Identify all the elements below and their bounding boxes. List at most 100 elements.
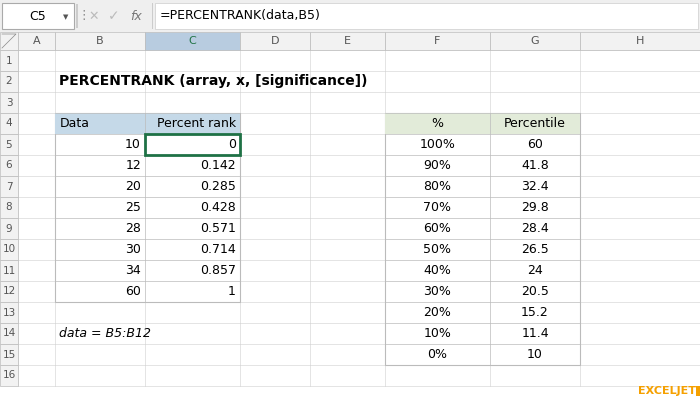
Text: 30%: 30% bbox=[424, 285, 452, 298]
Text: 7: 7 bbox=[6, 182, 13, 192]
Text: 6: 6 bbox=[6, 160, 13, 170]
Text: 0: 0 bbox=[228, 138, 236, 151]
Text: data = B5:B12: data = B5:B12 bbox=[59, 327, 151, 340]
Text: 28.4: 28.4 bbox=[521, 222, 549, 235]
Bar bbox=[0, 323, 18, 344]
Text: ⋮: ⋮ bbox=[78, 10, 90, 22]
Text: 10: 10 bbox=[2, 244, 15, 254]
Text: G: G bbox=[531, 36, 539, 46]
Text: H: H bbox=[636, 36, 644, 46]
Text: 0.714: 0.714 bbox=[200, 243, 236, 256]
Text: 0: 0 bbox=[228, 138, 236, 151]
Text: 8: 8 bbox=[6, 202, 13, 212]
Text: =PERCENTRANK(data,B5): =PERCENTRANK(data,B5) bbox=[160, 10, 321, 22]
Bar bbox=[0, 302, 18, 323]
Text: 20%: 20% bbox=[424, 306, 452, 319]
Text: 50%: 50% bbox=[424, 243, 452, 256]
Text: 40%: 40% bbox=[424, 264, 452, 277]
Bar bbox=[55, 32, 145, 50]
Bar bbox=[385, 113, 580, 365]
Text: E: E bbox=[344, 36, 351, 46]
Text: C: C bbox=[188, 36, 197, 46]
Text: F: F bbox=[434, 36, 441, 46]
Text: B: B bbox=[96, 36, 104, 46]
Bar bbox=[55, 113, 240, 302]
Text: 70%: 70% bbox=[424, 201, 452, 214]
Text: 26.5: 26.5 bbox=[521, 243, 549, 256]
Bar bbox=[0, 344, 18, 365]
Bar bbox=[145, 32, 240, 50]
Text: 20.5: 20.5 bbox=[521, 285, 549, 298]
Bar bbox=[0, 50, 18, 71]
Bar bbox=[0, 134, 18, 155]
Text: EXCELJET: EXCELJET bbox=[638, 386, 696, 396]
Text: PERCENTRANK (array, x, [significance]): PERCENTRANK (array, x, [significance]) bbox=[59, 74, 368, 88]
Text: Percent rank: Percent rank bbox=[157, 117, 236, 130]
Text: Percentile: Percentile bbox=[504, 117, 566, 130]
Bar bbox=[145, 113, 240, 134]
Bar bbox=[490, 32, 580, 50]
Text: ✕: ✕ bbox=[89, 10, 99, 22]
Text: 0%: 0% bbox=[428, 348, 447, 361]
Text: 60: 60 bbox=[125, 285, 141, 298]
Bar bbox=[76, 4, 78, 28]
Bar bbox=[55, 113, 145, 134]
Bar bbox=[696, 386, 700, 396]
Bar bbox=[2, 3, 74, 29]
Text: 11.4: 11.4 bbox=[522, 327, 549, 340]
Text: 28: 28 bbox=[125, 222, 141, 235]
Text: %: % bbox=[431, 117, 444, 130]
Bar bbox=[152, 3, 153, 29]
Bar bbox=[0, 176, 18, 197]
Text: 0.142: 0.142 bbox=[200, 159, 236, 172]
Bar bbox=[0, 32, 18, 50]
Text: 5: 5 bbox=[6, 140, 13, 150]
Text: 0.428: 0.428 bbox=[200, 201, 236, 214]
Text: 13: 13 bbox=[2, 308, 15, 318]
Bar bbox=[0, 0, 700, 32]
Bar bbox=[145, 134, 240, 155]
Text: 29.8: 29.8 bbox=[521, 201, 549, 214]
Text: ✓: ✓ bbox=[108, 9, 120, 23]
Bar bbox=[385, 32, 490, 50]
Text: 25: 25 bbox=[125, 201, 141, 214]
Bar bbox=[18, 32, 55, 50]
Text: 41.8: 41.8 bbox=[521, 159, 549, 172]
Bar bbox=[0, 365, 18, 386]
Text: 30: 30 bbox=[125, 243, 141, 256]
Text: 32.4: 32.4 bbox=[522, 180, 549, 193]
Text: 10: 10 bbox=[125, 138, 141, 151]
Text: 10%: 10% bbox=[424, 327, 452, 340]
Bar bbox=[155, 3, 698, 29]
Text: 80%: 80% bbox=[424, 180, 452, 193]
Bar bbox=[0, 155, 18, 176]
Text: 4: 4 bbox=[6, 118, 13, 128]
Bar bbox=[0, 218, 18, 239]
Text: 24: 24 bbox=[527, 264, 543, 277]
Text: 60: 60 bbox=[527, 138, 543, 151]
Bar bbox=[385, 113, 490, 134]
Text: 16: 16 bbox=[2, 370, 15, 380]
Text: 0.571: 0.571 bbox=[200, 222, 236, 235]
Text: 90%: 90% bbox=[424, 159, 452, 172]
Bar bbox=[0, 260, 18, 281]
Text: 12: 12 bbox=[2, 286, 15, 296]
Text: 1: 1 bbox=[6, 56, 13, 66]
Text: 14: 14 bbox=[2, 328, 15, 338]
Bar bbox=[580, 32, 700, 50]
Bar bbox=[0, 92, 18, 113]
Bar bbox=[240, 32, 310, 50]
Text: Data: Data bbox=[60, 117, 90, 130]
Text: 11: 11 bbox=[2, 266, 15, 276]
Text: 12: 12 bbox=[125, 159, 141, 172]
Bar bbox=[490, 113, 580, 134]
Text: 15: 15 bbox=[2, 350, 15, 360]
Bar bbox=[0, 113, 18, 134]
Text: 1: 1 bbox=[228, 285, 236, 298]
Text: 0.285: 0.285 bbox=[200, 180, 236, 193]
Text: 0.857: 0.857 bbox=[200, 264, 236, 277]
Text: fx: fx bbox=[130, 10, 142, 22]
Text: 9: 9 bbox=[6, 224, 13, 234]
Text: 3: 3 bbox=[6, 98, 13, 108]
Text: 60%: 60% bbox=[424, 222, 452, 235]
